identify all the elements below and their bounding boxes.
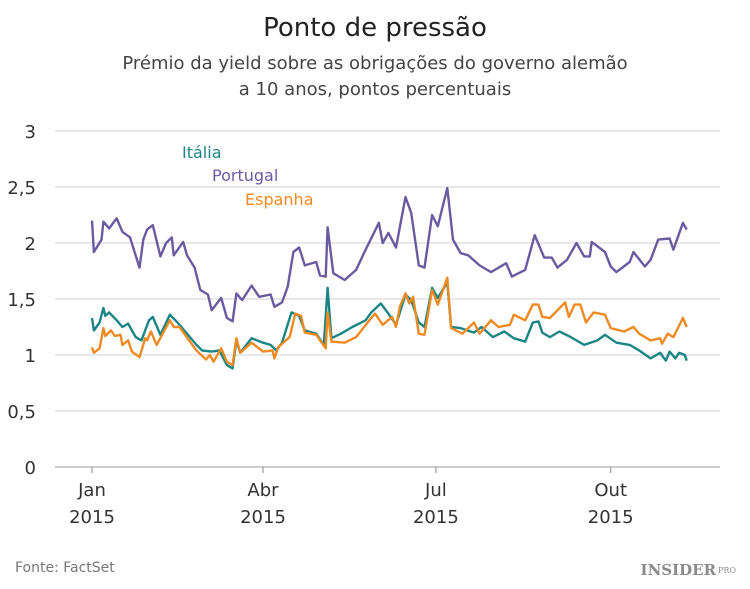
y-tick-label: 1 — [25, 346, 36, 367]
logo-text: INSIDER — [641, 561, 717, 579]
x-tick-year: 2015 — [588, 507, 634, 528]
legend-italia: Itália — [182, 143, 222, 162]
x-tick-year: 2015 — [240, 507, 286, 528]
legend-portugal: Portugal — [212, 166, 278, 185]
series-line-italia — [90, 281, 688, 370]
y-tick-label: 1,5 — [7, 290, 36, 311]
series-line-portugal — [90, 186, 688, 323]
x-axis: Jan 2015 Abr 2015 Jul 2015 Out 2015 — [69, 467, 634, 528]
x-tick-label: Jul — [424, 480, 447, 501]
y-tick-label: 0 — [25, 458, 36, 479]
x-tick-year: 2015 — [69, 507, 115, 528]
x-tick-label: Jan — [77, 480, 106, 501]
insider-pro-logo: INSIDER PRO — [641, 561, 737, 579]
gridlines — [55, 130, 720, 468]
x-tick-label: Out — [594, 480, 627, 501]
y-tick-label: 2,5 — [7, 178, 36, 199]
logo-suffix: PRO — [718, 566, 736, 575]
y-tick-label: 0,5 — [7, 402, 36, 423]
chart-title: Ponto de pressão — [263, 13, 487, 43]
y-tick-label: 3 — [25, 122, 36, 143]
chart-subtitle-line-1: Prémio da yield sobre as obrigações do g… — [122, 53, 627, 74]
source-note: Fonte: FactSet — [15, 560, 115, 576]
y-tick-label: 2 — [25, 234, 36, 255]
y-axis: 0 0,5 1 1,5 2 2,5 3 — [7, 122, 36, 479]
x-tick-label: Abr — [247, 480, 279, 501]
x-tick-year: 2015 — [413, 507, 459, 528]
legend-espanha: Espanha — [245, 190, 314, 209]
series-line-espanha — [90, 276, 688, 367]
chart-subtitle-line-2: a 10 anos, pontos percentuais — [239, 79, 511, 100]
series-lines — [90, 186, 688, 370]
